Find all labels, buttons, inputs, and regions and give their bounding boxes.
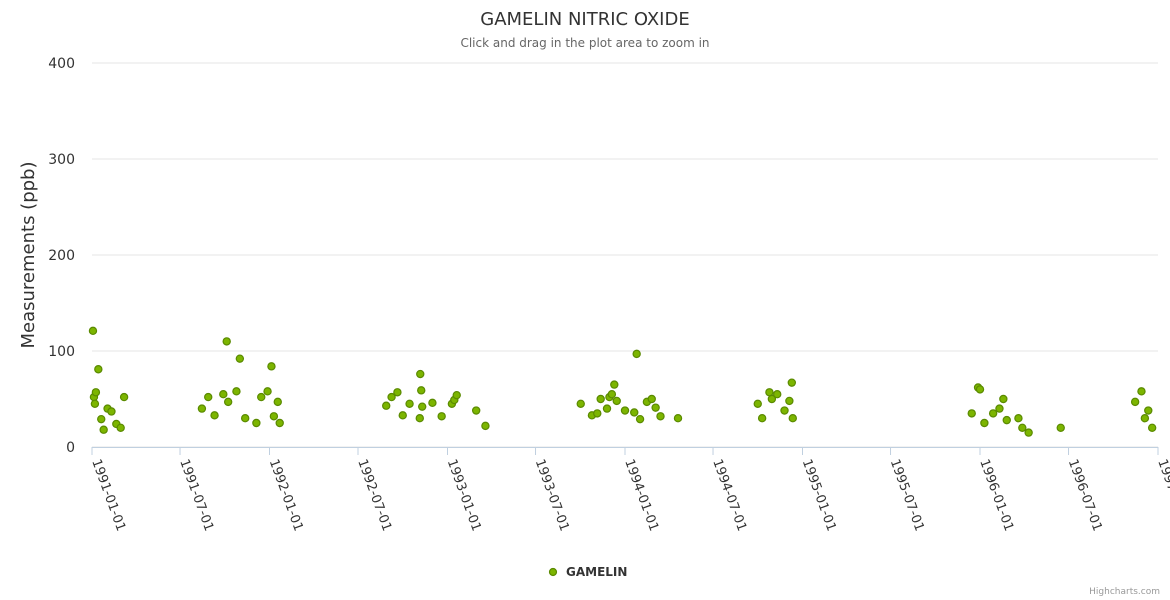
data-point[interactable] [119,392,129,402]
data-point[interactable] [1014,414,1023,423]
chart-title: GAMELIN NITRIC OXIDE [480,9,689,30]
data-point[interactable] [632,349,641,359]
data-point[interactable] [593,409,602,418]
data-point[interactable] [263,387,272,396]
data-point[interactable] [620,406,630,415]
data-point[interactable] [607,390,617,399]
data-point[interactable] [405,399,414,408]
data-point[interactable] [1056,423,1065,432]
data-point[interactable] [635,414,645,424]
data-point[interactable] [197,404,207,413]
data-point[interactable] [418,402,427,411]
legend-label-gamelin[interactable]: GAMELIN [566,565,627,579]
data-point[interactable] [91,388,101,397]
data-point[interactable] [387,392,396,402]
data-point[interactable] [995,404,1004,413]
data-point[interactable] [107,407,116,416]
data-point[interactable] [235,354,245,363]
data-point[interactable] [788,414,797,423]
data-point[interactable] [416,369,425,379]
data-point[interactable] [1147,423,1157,432]
data-point[interactable] [975,385,985,394]
credits-link[interactable]: Highcharts.com [1089,587,1160,597]
y-axis-title: Measurements (ppb) [18,162,39,349]
data-point[interactable] [765,388,774,397]
y-axis-ticks: 0 100 200 300 400 [48,56,75,456]
data-point[interactable] [269,412,279,421]
data-point[interactable] [787,378,797,387]
data-point[interactable] [223,397,233,407]
data-point[interactable] [1024,428,1033,437]
data-point[interactable] [630,408,639,417]
data-point[interactable] [773,390,782,399]
data-point[interactable] [988,409,998,418]
y-tick-label: 200 [48,248,75,264]
data-point[interactable] [393,388,402,397]
data-point[interactable] [232,387,241,396]
data-point[interactable] [980,418,989,428]
data-point[interactable] [415,414,424,423]
data-point[interactable] [757,414,767,423]
data-point[interactable] [99,425,108,434]
data-point[interactable] [673,414,683,423]
data-point[interactable] [596,394,605,404]
data-point[interactable] [576,399,585,408]
data-point[interactable] [382,401,391,410]
data-point[interactable] [267,362,276,371]
data-point[interactable] [97,414,106,424]
scatter-points[interactable] [88,326,1157,437]
data-point[interactable] [94,365,103,374]
data-point[interactable] [88,326,98,336]
data-point[interactable] [1130,397,1140,407]
data-point[interactable] [398,411,407,420]
data-point[interactable] [1018,423,1027,432]
data-point[interactable] [651,403,660,412]
data-point[interactable] [1144,406,1153,415]
data-point[interactable] [753,399,762,408]
data-point[interactable] [656,412,665,421]
data-point[interactable] [275,418,284,428]
data-point[interactable] [257,392,266,402]
data-point[interactable] [428,398,437,408]
data-point[interactable] [610,380,619,389]
chart-subtitle: Click and drag in the plot area to zoom … [460,36,709,50]
data-point[interactable] [417,386,426,395]
data-point[interactable] [612,396,621,406]
data-point[interactable] [1002,415,1011,425]
data-point[interactable] [471,406,481,415]
data-point[interactable] [785,396,794,406]
y-tick-label: 0 [66,440,75,456]
data-point[interactable] [252,418,261,428]
data-point[interactable] [204,392,213,402]
data-point[interactable] [116,423,125,432]
data-point[interactable] [210,411,219,420]
data-point[interactable] [219,390,228,399]
y-tick-label: 400 [48,56,75,72]
data-point[interactable] [481,421,490,431]
data-point[interactable] [1137,387,1146,396]
data-point[interactable] [767,394,777,404]
data-point[interactable] [1140,414,1150,423]
data-point[interactable] [780,406,789,415]
data-point[interactable] [967,409,976,418]
data-point[interactable] [602,404,612,413]
data-point[interactable] [647,394,656,404]
legend[interactable]: GAMELIN [548,565,628,579]
data-point[interactable] [452,390,461,400]
data-point[interactable] [437,412,446,421]
y-tick-label: 300 [48,152,75,168]
data-point[interactable] [273,397,282,407]
data-point[interactable] [240,414,250,423]
data-point[interactable] [999,394,1008,404]
data-point[interactable] [222,337,231,346]
legend-marker-gamelin[interactable] [548,567,558,577]
data-point[interactable] [90,399,100,408]
y-tick-label: 100 [48,344,75,360]
